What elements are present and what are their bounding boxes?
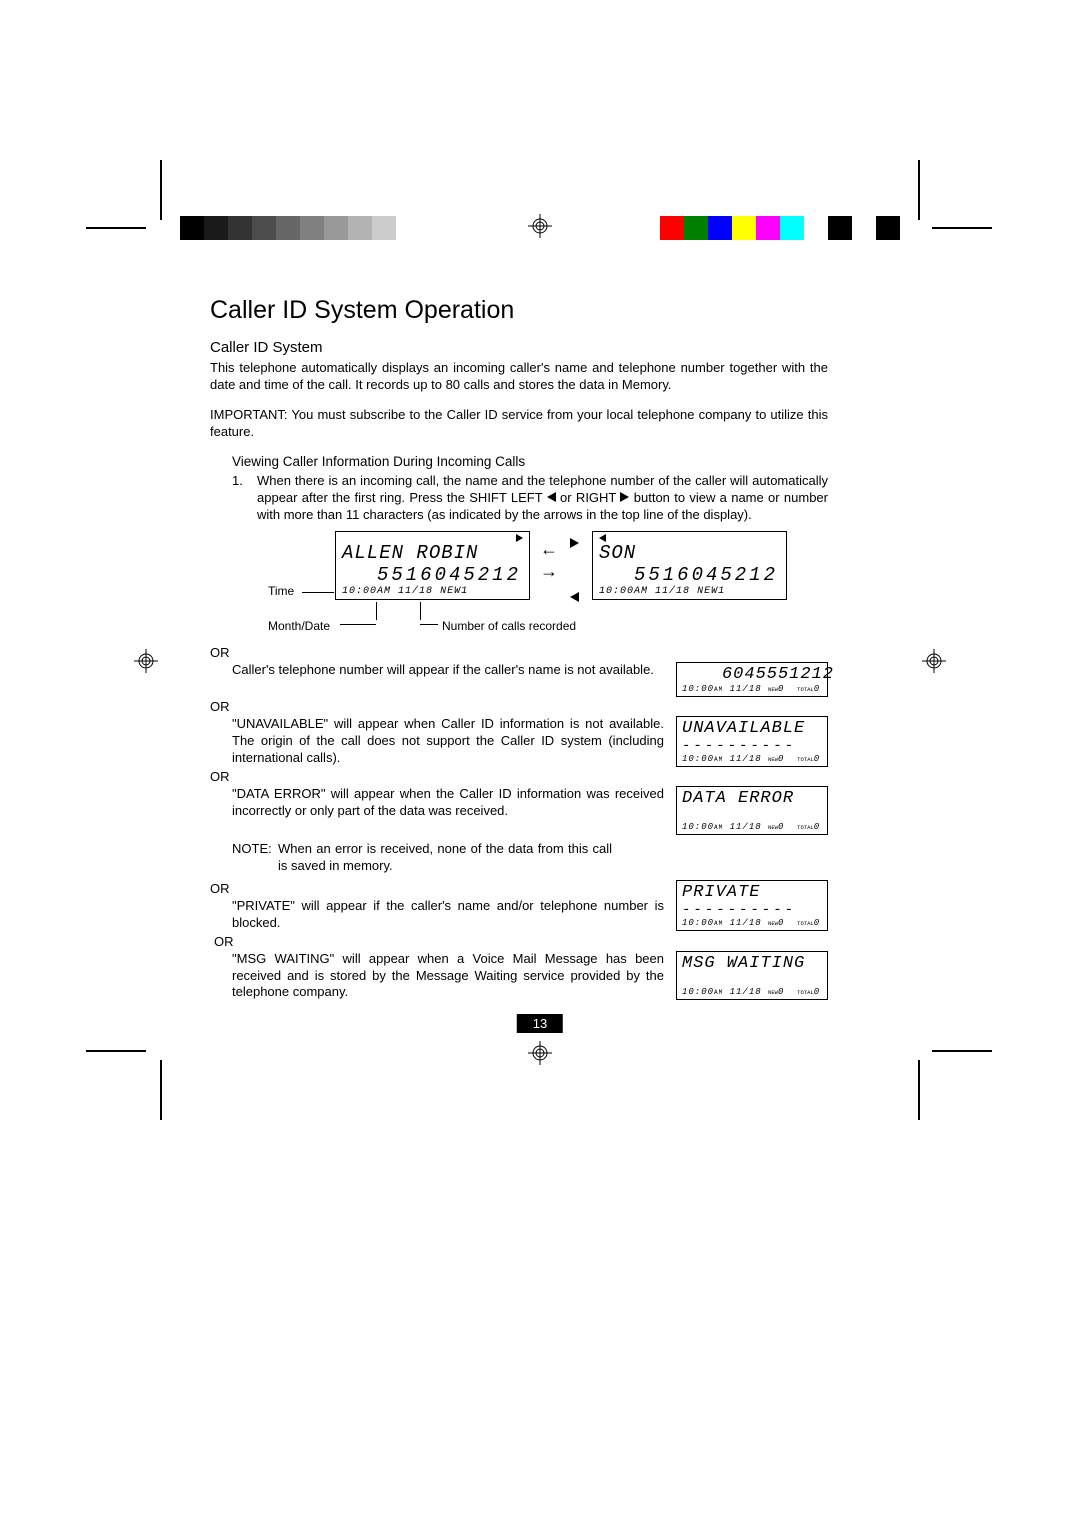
left-arrow-icon [570, 592, 579, 602]
or-separator: OR [210, 699, 828, 714]
lcd-status: 10:00AM 11/18 NEW1 [342, 586, 523, 597]
lcd-status: 10:00AM 11/18 NEW0 TOTAL0 [682, 754, 822, 764]
right-arrow-icon [570, 538, 579, 548]
case-msg-waiting-text: "MSG WAITING" will appear when a Voice M… [232, 951, 664, 1002]
page-number: 13 [517, 1014, 563, 1033]
lcd-number: 5516045212 [599, 564, 780, 586]
crop-mark [86, 1050, 146, 1052]
lcd-status: 10:00AM 11/18 NEW0 TOTAL0 [682, 987, 822, 997]
registration-mark-icon [134, 649, 158, 673]
calls-recorded-label: Number of calls recorded [442, 619, 576, 633]
leader-line [420, 624, 438, 625]
lcd-private: PRIVATE ---------- 10:00AM 11/18 NEW0 TO… [676, 880, 828, 931]
lcd-status: 10:00AM 11/18 NEW0 TOTAL0 [682, 822, 822, 832]
arrow-left: ← [540, 539, 558, 560]
month-date-label: Month/Date [268, 619, 330, 633]
page-title: Caller ID System Operation [210, 296, 828, 325]
lcd-name: ALLEN ROBIN [342, 542, 523, 564]
case-data-error-row: "DATA ERROR" will appear when the Caller… [210, 786, 828, 835]
crop-mark [918, 160, 920, 220]
case-data-error-text: "DATA ERROR" will appear when the Caller… [232, 786, 664, 820]
case-private-text: "PRIVATE" will appear if the caller's na… [232, 898, 664, 932]
registration-mark-icon [922, 649, 946, 673]
lcd-screen-left: ALLEN ROBIN 5516045212 10:00AM 11/18 NEW… [335, 531, 530, 600]
lcd-data-error: DATA ERROR 10:00AM 11/18 NEW0 TOTAL0 [676, 786, 828, 835]
crop-mark [86, 227, 146, 229]
right-arrow-icon [516, 534, 523, 542]
or-separator: OR [210, 769, 828, 784]
left-arrow-icon [599, 534, 606, 542]
leader-line [420, 602, 421, 620]
viewing-heading: Viewing Caller Information During Incomi… [232, 454, 828, 469]
left-arrow-icon [547, 492, 556, 502]
numbered-item-1: 1. When there is an incoming call, the n… [232, 472, 828, 523]
case-number-row: Caller's telephone number will appear if… [210, 662, 828, 697]
note-text: When an error is received, none of the d… [278, 841, 612, 875]
lcd-name: SON [599, 542, 780, 564]
lcd-diagram: ALLEN ROBIN 5516045212 10:00AM 11/18 NEW… [210, 531, 828, 641]
lcd-dashes: ---------- [682, 738, 822, 754]
case-unavailable-row: "UNAVAILABLE" will appear when Caller ID… [210, 716, 828, 767]
lcd-dashes: ---------- [682, 902, 822, 918]
lcd-line1: 6045551212 [682, 665, 834, 684]
section-heading: Caller ID System [210, 339, 828, 356]
crop-mark [932, 227, 992, 229]
intro-paragraph: This telephone automatically displays an… [210, 359, 828, 393]
important-paragraph: IMPORTANT: You must subscribe to the Cal… [210, 406, 828, 440]
or-separator: OR [214, 934, 828, 949]
lcd-status: 10:00AM 11/18 NEW1 [599, 586, 780, 597]
lcd-msg-waiting: MSG WAITING 10:00AM 11/18 NEW0 TOTAL0 [676, 951, 828, 1000]
lcd-number: 5516045212 [342, 564, 523, 586]
note-label: NOTE: [232, 841, 278, 875]
case-private-row: "PRIVATE" will appear if the caller's na… [210, 898, 828, 932]
lcd-status: 10:00AM 11/18 NEW0 TOTAL0 [682, 918, 822, 928]
lcd-status: 10:00AM 11/18 NEW0 TOTAL0 [682, 684, 822, 694]
item-number: 1. [232, 472, 257, 523]
crop-mark [160, 1060, 162, 1120]
color-swatches [660, 216, 900, 240]
registration-mark-icon [528, 1041, 552, 1065]
lcd-line1: PRIVATE [682, 883, 822, 902]
lcd-number-only: 6045551212 10:00AM 11/18 NEW0 TOTAL0 [676, 662, 828, 697]
item-text: When there is an incoming call, the name… [257, 472, 828, 523]
time-label: Time [268, 584, 294, 598]
lcd-line1: UNAVAILABLE [682, 719, 822, 738]
grayscale-swatches [180, 216, 420, 240]
registration-mark-icon [528, 214, 552, 238]
lcd-line1: MSG WAITING [682, 954, 822, 973]
case-number-text: Caller's telephone number will appear if… [232, 662, 664, 679]
leader-line [376, 602, 377, 620]
lcd-line1: DATA ERROR [682, 789, 822, 808]
note-block: NOTE: When an error is received, none of… [232, 841, 612, 875]
or-separator: OR [210, 645, 828, 660]
page: Caller ID System Operation Caller ID Sys… [0, 0, 1080, 1528]
content-area: Caller ID System Operation Caller ID Sys… [210, 296, 828, 1001]
leader-line [302, 592, 334, 593]
case-unavailable-text: "UNAVAILABLE" will appear when Caller ID… [232, 716, 664, 767]
crop-mark [932, 1050, 992, 1052]
lcd-unavailable: UNAVAILABLE ---------- 10:00AM 11/18 NEW… [676, 716, 828, 767]
crop-mark [160, 160, 162, 220]
case-msg-waiting-row: "MSG WAITING" will appear when a Voice M… [210, 951, 828, 1002]
arrow-right: → [540, 561, 558, 582]
lcd-screen-right: SON 5516045212 10:00AM 11/18 NEW1 [592, 531, 787, 600]
crop-mark [918, 1060, 920, 1120]
leader-line [340, 624, 376, 625]
